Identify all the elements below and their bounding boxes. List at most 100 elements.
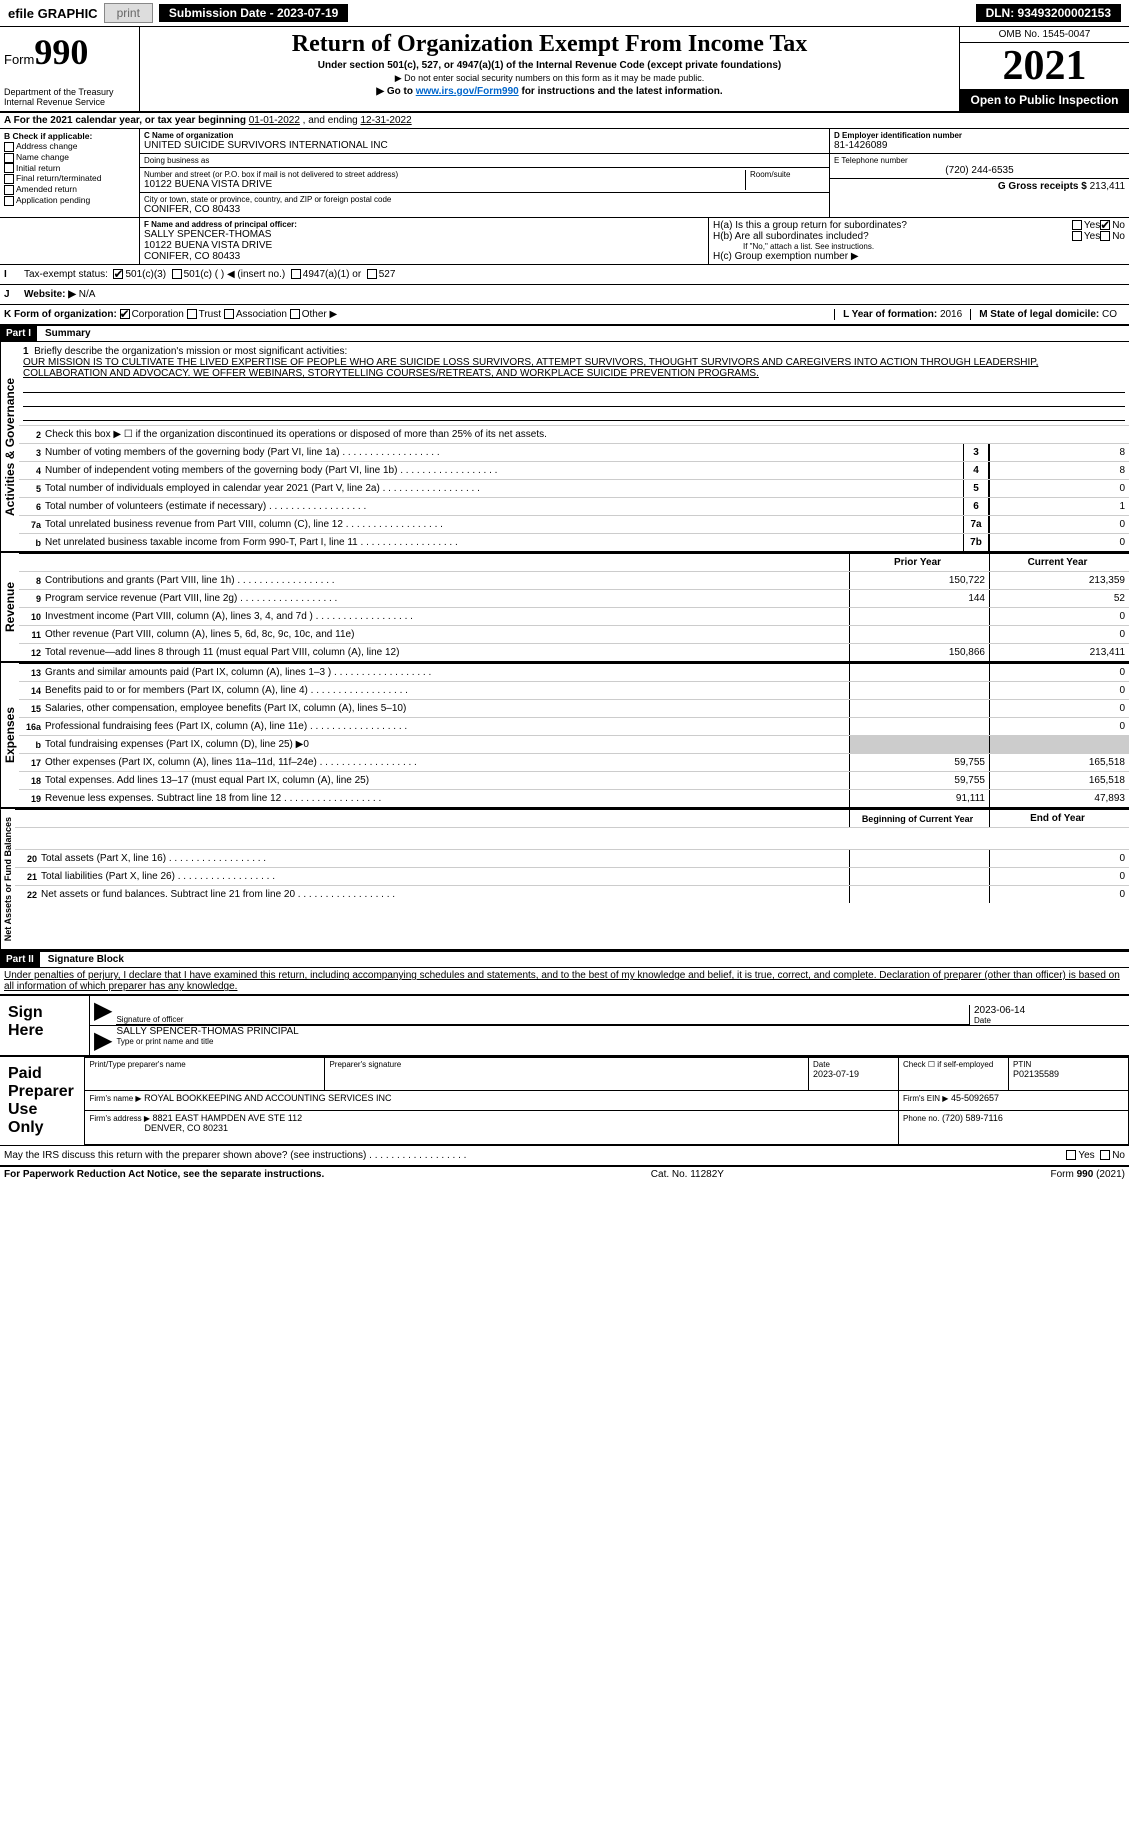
faddr2: DENVER, CO 80231	[144, 1123, 228, 1133]
e-label: E Telephone number	[834, 156, 1125, 165]
l4-t: Number of independent voting members of …	[45, 465, 963, 476]
officer-name: SALLY SPENCER-THOMAS	[144, 229, 704, 240]
ha-yes[interactable]	[1072, 220, 1082, 230]
l20-p	[849, 850, 989, 867]
side-net: Net Assets or Fund Balances	[0, 809, 15, 949]
sign-date-label: Date	[974, 1016, 1129, 1025]
chk-4947[interactable]	[291, 269, 301, 279]
pdate-v: 2023-07-19	[813, 1069, 894, 1079]
check-hdr: B Check if applicable:	[4, 131, 135, 141]
dba-label: Doing business as	[144, 156, 825, 165]
l7a-n: 7a	[19, 520, 45, 530]
faddr-l: Firm's address ▶	[89, 1114, 150, 1123]
mission-text: OUR MISSION IS TO CULTIVATE THE LIVED EX…	[23, 357, 1125, 379]
m-label: M State of legal domicile:	[979, 309, 1099, 320]
chk-assoc[interactable]	[224, 309, 234, 319]
gov-section: Activities & Governance 1 Briefly descri…	[0, 342, 1129, 553]
col-prior: Prior Year	[849, 554, 989, 571]
side-gov: Activities & Governance	[0, 342, 19, 551]
l-other: Other ▶	[302, 309, 337, 320]
checkbox-amend[interactable]	[4, 185, 14, 195]
l17-c: 165,518	[989, 754, 1129, 771]
hb-yes[interactable]	[1072, 231, 1082, 241]
l3-v: 8	[989, 444, 1129, 461]
chk-other[interactable]	[290, 309, 300, 319]
net-section: Net Assets or Fund Balances Beginning of…	[0, 809, 1129, 951]
print-button[interactable]: print	[104, 3, 153, 23]
hb-note: If "No," attach a list. See instructions…	[713, 242, 1125, 251]
checkbox-app[interactable]	[4, 196, 14, 206]
l-4947: 4947(a)(1) or	[303, 269, 361, 280]
l3-box: 3	[963, 444, 989, 461]
room-label: Room/suite	[750, 170, 825, 179]
l16b-n: b	[19, 740, 45, 750]
l13-n: 13	[19, 668, 45, 678]
discuss-no-l: No	[1112, 1150, 1125, 1161]
discuss-yes[interactable]	[1066, 1150, 1076, 1160]
l10-t: Investment income (Part VIII, column (A)…	[45, 611, 849, 622]
paid-preparer-block: Paid Preparer Use Only Print/Type prepar…	[0, 1055, 1129, 1145]
open-public-badge: Open to Public Inspection	[960, 89, 1129, 111]
l7b-box: 7b	[963, 534, 989, 551]
l17-t: Other expenses (Part IX, column (A), lin…	[45, 757, 849, 768]
officer-city: CONIFER, CO 80433	[144, 251, 704, 262]
g-label: G Gross receipts $	[998, 181, 1087, 192]
goto-pre: ▶ Go to	[376, 86, 415, 97]
street-label: Number and street (or P.O. box if mail i…	[144, 170, 745, 179]
hb-no[interactable]	[1100, 231, 1110, 241]
preparer-table: Print/Type preparer's name Preparer's si…	[84, 1057, 1129, 1145]
city-label: City or town, state or province, country…	[144, 195, 825, 204]
l5-v: 0	[989, 480, 1129, 497]
l17-n: 17	[19, 758, 45, 768]
checkbox-name[interactable]	[4, 153, 14, 163]
ha-no[interactable]	[1100, 220, 1110, 230]
sig-officer-label: Signature of officer	[116, 1015, 969, 1024]
l9-n: 9	[19, 594, 45, 604]
ha-label: H(a) Is this a group return for subordin…	[713, 220, 1072, 231]
footer-pra: For Paperwork Reduction Act Notice, see …	[4, 1169, 324, 1180]
officer-name-title: SALLY SPENCER-THOMAS PRINCIPAL	[116, 1026, 1129, 1037]
chk-trust[interactable]	[187, 309, 197, 319]
chk-addr-label: Address change	[16, 141, 77, 151]
ha-no-l: No	[1112, 220, 1125, 231]
fein-l: Firm's EIN ▶	[903, 1094, 948, 1103]
l10-n: 10	[19, 612, 45, 622]
checkbox-final[interactable]	[4, 174, 14, 184]
chk-527[interactable]	[367, 269, 377, 279]
arrow-icon-2: ▶	[90, 1026, 116, 1055]
l-assoc: Association	[236, 309, 287, 320]
chk-501c3[interactable]	[113, 269, 123, 279]
l7a-box: 7a	[963, 516, 989, 533]
l12-p: 150,866	[849, 644, 989, 661]
l5-box: 5	[963, 480, 989, 497]
l3-t: Number of voting members of the governin…	[45, 447, 963, 458]
ptin-l: PTIN	[1013, 1060, 1124, 1069]
l-501c: 501(c) ( ) ◀ (insert no.)	[184, 269, 286, 280]
l7b-t: Net unrelated business taxable income fr…	[45, 537, 963, 548]
hb-label: H(b) Are all subordinates included?	[713, 231, 1072, 242]
chk-501c[interactable]	[172, 269, 182, 279]
col-current: Current Year	[989, 554, 1129, 571]
l15-t: Salaries, other compensation, employee b…	[45, 703, 849, 714]
footer-cat: Cat. No. 11282Y	[651, 1169, 724, 1180]
discuss-no[interactable]	[1100, 1150, 1110, 1160]
l1-num: 1	[23, 346, 29, 357]
org-street: 10122 BUENA VISTA DRIVE	[144, 179, 745, 190]
part2-title: Signature Block	[40, 954, 124, 965]
l14-p	[849, 682, 989, 699]
omb-number: OMB No. 1545-0047	[960, 27, 1129, 43]
checkbox-init[interactable]	[4, 163, 14, 173]
l7a-t: Total unrelated business revenue from Pa…	[45, 519, 963, 530]
chk-corp[interactable]	[120, 309, 130, 319]
l21-t: Total liabilities (Part X, line 26)	[41, 871, 849, 882]
officer-h-row: F Name and address of principal officer:…	[0, 218, 1129, 265]
chk-app-label: Application pending	[16, 195, 90, 205]
l9-c: 52	[989, 590, 1129, 607]
website-value: N/A	[79, 289, 96, 300]
sign-date-val: 2023-06-14	[974, 1005, 1129, 1016]
irs-link[interactable]: www.irs.gov/Form990	[416, 86, 519, 97]
l9-p: 144	[849, 590, 989, 607]
m-val: CO	[1102, 309, 1117, 320]
checkbox-addr[interactable]	[4, 142, 14, 152]
col-begin: Beginning of Current Year	[849, 810, 989, 827]
